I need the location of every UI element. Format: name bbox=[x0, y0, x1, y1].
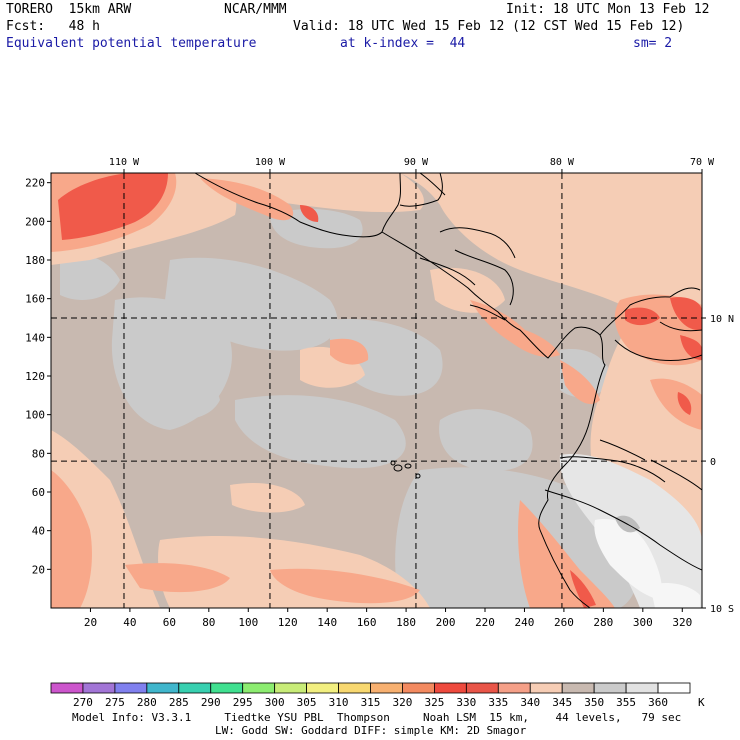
init-time: Init: 18 UTC Mon 13 Feb 12 bbox=[506, 2, 710, 17]
top-lon-label: 110 W bbox=[109, 157, 140, 168]
forecast-hour: Fcst: 48 h bbox=[6, 19, 100, 34]
physics-info: LW: Godd SW: Goddard DIFF: simple KM: 2D… bbox=[215, 724, 527, 737]
colorbar-swatch bbox=[465, 682, 499, 694]
bottom-tick-label: 160 bbox=[357, 616, 377, 629]
model-info: Model Info: V3.3.1 Tiedtke YSU PBL Thomp… bbox=[72, 711, 682, 724]
axis-labels: 220 200 180 160 140 120 100 80 60 40 20 20 40 60 80 100… bbox=[25, 157, 734, 629]
map-frame bbox=[50, 172, 703, 609]
model-name: TORERO 15km ARW bbox=[6, 2, 132, 17]
colorbar-swatch bbox=[242, 682, 276, 694]
red-field-patches bbox=[58, 173, 702, 608]
colorbar-swatch bbox=[402, 682, 435, 694]
colorbar-label: 295 bbox=[233, 696, 253, 709]
level-label: at k-index = 44 bbox=[340, 36, 466, 51]
colorbar-swatch bbox=[146, 682, 180, 694]
colorbar-label: 275 bbox=[105, 696, 125, 709]
bottom-tick-label: 240 bbox=[515, 616, 535, 629]
colorbar-swatch bbox=[497, 682, 531, 694]
colorbar-label: 280 bbox=[137, 696, 157, 709]
colorbar-swatch bbox=[306, 682, 339, 694]
bottom-tick-label: 200 bbox=[436, 616, 456, 629]
right-lat-label: 10 S bbox=[710, 604, 734, 615]
bottom-tick-label: 140 bbox=[317, 616, 337, 629]
bottom-tick-label: 60 bbox=[163, 616, 176, 629]
valid-time: Valid: 18 UTC Wed 15 Feb 12 (12 CST Wed … bbox=[293, 19, 685, 34]
colorbar-swatch bbox=[561, 682, 595, 694]
left-tick-label: 80 bbox=[32, 447, 45, 460]
left-tick-label: 160 bbox=[25, 293, 45, 306]
colorbar-label: 300 bbox=[265, 696, 285, 709]
bottom-tick-label: 180 bbox=[396, 616, 416, 629]
left-tick-label: 140 bbox=[25, 331, 45, 344]
colorbar-swatch bbox=[529, 682, 563, 694]
bottom-tick-label: 40 bbox=[123, 616, 136, 629]
colorbar-unit: K bbox=[698, 696, 705, 709]
colorbar-label: 340 bbox=[520, 696, 540, 709]
gray-field-patches bbox=[60, 208, 650, 608]
colorbar-label: 285 bbox=[169, 696, 189, 709]
colorbar-label: 325 bbox=[424, 696, 444, 709]
colorbar-swatch bbox=[50, 682, 84, 694]
bottom-tick-label: 320 bbox=[672, 616, 692, 629]
colorbar-swatch bbox=[625, 682, 659, 694]
bottom-tick-label: 100 bbox=[238, 616, 258, 629]
colorbar bbox=[50, 682, 691, 694]
colorbar-label: 345 bbox=[552, 696, 572, 709]
colorbar-label: 360 bbox=[648, 696, 668, 709]
colorbar-swatch bbox=[82, 682, 116, 694]
colorbar-label: 330 bbox=[456, 696, 476, 709]
colorbar-swatch bbox=[338, 682, 371, 694]
bottom-tick-label: 280 bbox=[593, 616, 613, 629]
colorbar-label: 320 bbox=[393, 696, 413, 709]
colorbar-label: 335 bbox=[488, 696, 508, 709]
top-lon-label: 70 W bbox=[690, 157, 715, 168]
left-tick-label: 200 bbox=[25, 215, 45, 228]
colorbar-label: 305 bbox=[297, 696, 317, 709]
bottom-tick-label: 300 bbox=[633, 616, 653, 629]
bottom-tick-label: 260 bbox=[554, 616, 574, 629]
colorbar-swatch bbox=[114, 682, 148, 694]
bottom-tick-label: 120 bbox=[278, 616, 298, 629]
left-tick-label: 100 bbox=[25, 409, 45, 422]
graticule-lines bbox=[51, 173, 702, 608]
left-tick-label: 220 bbox=[25, 177, 45, 190]
map-field bbox=[51, 173, 702, 608]
colorbar-swatch bbox=[210, 682, 244, 694]
colorbar-swatch bbox=[178, 682, 212, 694]
colorbar-label: 290 bbox=[201, 696, 221, 709]
smoothing-label: sm= 2 bbox=[633, 36, 673, 51]
colorbar-label: 355 bbox=[616, 696, 636, 709]
axis-ticks bbox=[47, 169, 706, 612]
top-lon-label: 100 W bbox=[255, 157, 286, 168]
top-lon-label: 90 W bbox=[404, 157, 429, 168]
coastlines bbox=[194, 173, 702, 608]
left-tick-label: 120 bbox=[25, 370, 45, 383]
center-name: NCAR/MMM bbox=[224, 2, 287, 17]
colorbar-labels: 270 275 280 285 290 295 300 305 310 315 320 325 330 3… bbox=[73, 696, 705, 709]
left-tick-label: 40 bbox=[32, 525, 45, 538]
bottom-tick-label: 80 bbox=[202, 616, 215, 629]
right-lat-label: 0 bbox=[710, 457, 716, 468]
field-name: Equivalent potential temperature bbox=[6, 36, 257, 51]
left-tick-label: 60 bbox=[32, 486, 45, 499]
colorbar-label: 270 bbox=[73, 696, 93, 709]
colorbar-swatch bbox=[657, 682, 691, 694]
left-tick-label: 20 bbox=[32, 563, 45, 576]
white-field-patches bbox=[594, 519, 700, 608]
top-lon-label: 80 W bbox=[550, 157, 575, 168]
colorbar-swatch bbox=[370, 682, 403, 694]
colorbar-swatch bbox=[274, 682, 307, 694]
bottom-tick-label: 220 bbox=[475, 616, 495, 629]
colorbar-swatch bbox=[593, 682, 627, 694]
colorbar-swatch bbox=[433, 682, 467, 694]
bottom-tick-label: 20 bbox=[84, 616, 97, 629]
right-lat-label: 10 N bbox=[710, 314, 734, 325]
left-tick-label: 180 bbox=[25, 254, 45, 267]
colorbar-label: 315 bbox=[361, 696, 381, 709]
colorbar-label: 350 bbox=[584, 696, 604, 709]
colorbar-label: 310 bbox=[329, 696, 349, 709]
